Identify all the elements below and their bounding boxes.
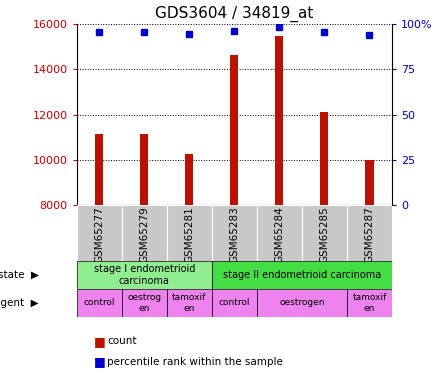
Bar	[77, 205, 122, 261]
Text: control: control	[219, 298, 250, 307]
Bar	[122, 289, 167, 317]
Text: tamoxif
en: tamoxif en	[352, 293, 387, 312]
Bar	[365, 160, 374, 205]
Bar	[140, 134, 148, 205]
Bar	[77, 289, 122, 317]
Bar	[95, 134, 103, 205]
Bar	[257, 289, 347, 317]
Bar	[302, 205, 347, 261]
Text: ■: ■	[94, 356, 106, 368]
Text: ■: ■	[94, 335, 106, 348]
Bar	[167, 205, 212, 261]
Text: count: count	[107, 336, 137, 346]
Text: GSM65284: GSM65284	[274, 206, 284, 263]
Text: control: control	[83, 298, 115, 307]
Bar	[212, 261, 392, 289]
Bar	[122, 205, 167, 261]
Text: stage II endometrioid carcinoma: stage II endometrioid carcinoma	[223, 270, 381, 280]
Bar	[230, 55, 238, 205]
Bar	[347, 289, 392, 317]
Bar	[212, 205, 257, 261]
Text: oestrogen: oestrogen	[279, 298, 325, 307]
Text: GSM65281: GSM65281	[184, 206, 194, 263]
Text: GSM65287: GSM65287	[364, 206, 374, 263]
Text: percentile rank within the sample: percentile rank within the sample	[107, 357, 283, 367]
Text: GSM65283: GSM65283	[230, 206, 239, 263]
Bar	[276, 36, 283, 205]
Text: stage I endometrioid
carcinoma: stage I endometrioid carcinoma	[94, 264, 195, 286]
Bar	[212, 289, 257, 317]
Text: GSM65285: GSM65285	[319, 206, 329, 263]
Text: oestrog
en: oestrog en	[127, 293, 161, 312]
Text: GSM65277: GSM65277	[94, 206, 104, 263]
Bar	[167, 289, 212, 317]
Text: tamoxif
en: tamoxif en	[172, 293, 206, 312]
Text: GSM65279: GSM65279	[139, 206, 149, 263]
Text: disease state  ▶: disease state ▶	[0, 270, 39, 280]
Bar	[77, 261, 212, 289]
Bar	[320, 112, 328, 205]
Bar	[347, 205, 392, 261]
Bar	[185, 154, 193, 205]
Bar	[257, 205, 302, 261]
Text: agent  ▶: agent ▶	[0, 298, 39, 308]
Title: GDS3604 / 34819_at: GDS3604 / 34819_at	[155, 5, 314, 22]
